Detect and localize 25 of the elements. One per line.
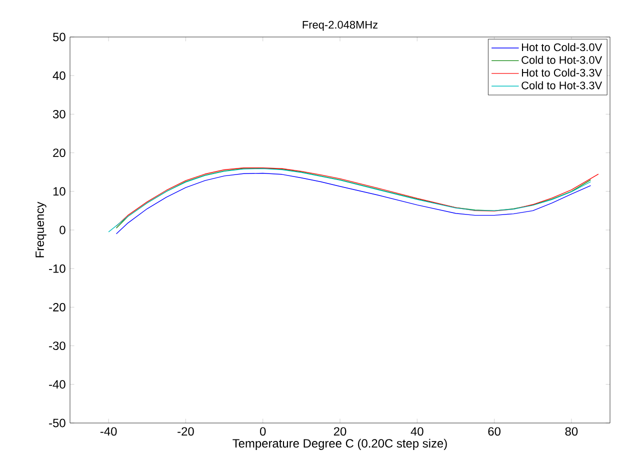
- x-tick-label: 60: [488, 427, 500, 436]
- x-tick-label: -20: [178, 427, 194, 436]
- y-tick-label: 20: [53, 148, 66, 158]
- x-axis-title: Temperature Degree C (0.20C step size): [232, 438, 447, 450]
- x-tick-label: 20: [334, 427, 346, 436]
- y-tick-label: -30: [49, 342, 66, 350]
- y-tick-label: -20: [49, 302, 66, 312]
- y-tick-label: -10: [49, 264, 66, 273]
- x-tick-label: 40: [410, 427, 424, 436]
- legend-label: Hot to Cold-3.0V: [522, 43, 602, 52]
- y-tick-label: 0: [60, 226, 66, 234]
- y-tick-label: 50: [53, 32, 66, 42]
- x-tick-label: -40: [100, 427, 117, 436]
- legend-label: Cold to Hot-3.3V: [522, 81, 602, 90]
- y-tick-label: -50: [49, 418, 66, 428]
- y-tick-label: 10: [53, 187, 66, 196]
- y-axis-title: Frequency: [36, 202, 46, 258]
- y-tick-label: -40: [49, 380, 66, 389]
- x-tick-label: 0: [260, 427, 266, 436]
- y-tick-label: 40: [52, 71, 66, 80]
- chart-title: Freq-2.048MHz: [302, 20, 378, 31]
- legend-label: Hot to Cold-3.3V: [522, 68, 602, 77]
- y-tick-label: 30: [52, 110, 66, 118]
- legend-label: Cold to Hot-3.0V: [522, 56, 602, 64]
- x-tick-label: 80: [565, 427, 578, 436]
